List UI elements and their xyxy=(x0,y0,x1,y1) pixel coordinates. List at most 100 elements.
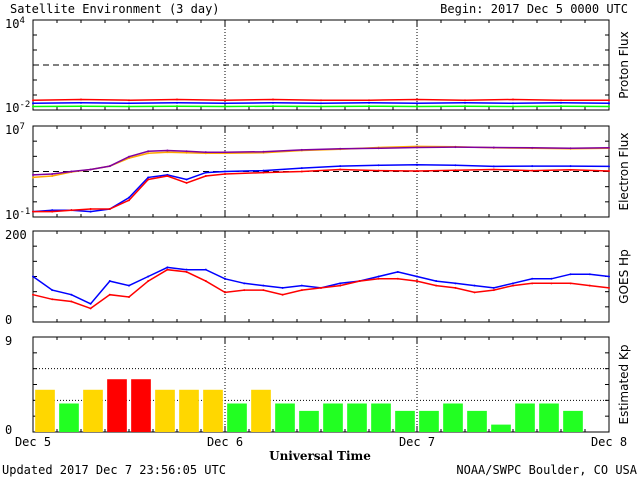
red-data-point xyxy=(416,170,418,173)
purple-data-point xyxy=(569,147,572,150)
red-data-point xyxy=(569,168,572,171)
blue-data-point xyxy=(416,275,418,278)
red-data-point xyxy=(560,99,562,102)
panel-frame xyxy=(32,230,610,323)
blue-data-point xyxy=(320,102,322,105)
green-data-point xyxy=(80,105,82,108)
blue-data-point xyxy=(176,101,178,104)
blue-data-point xyxy=(512,102,514,105)
kp-bar xyxy=(35,389,55,432)
kp-bar xyxy=(299,410,319,432)
blue-data-point xyxy=(377,164,380,167)
blue-data-point xyxy=(569,165,572,168)
green-data-point xyxy=(128,105,130,108)
red-data-point xyxy=(262,289,265,292)
red-data-point xyxy=(147,178,150,181)
purple-data-point xyxy=(339,147,342,150)
red-data-point xyxy=(108,208,111,211)
blue-data-point xyxy=(281,286,284,289)
purple-data-point xyxy=(70,170,73,173)
purple-data-point xyxy=(531,146,534,149)
blue-data-point xyxy=(512,282,514,285)
y-tick-top: 200 xyxy=(5,228,27,242)
blue-data-point xyxy=(262,169,265,172)
green-data-point xyxy=(416,105,418,108)
credit-text: NOAA/SWPC Boulder, CO USA xyxy=(456,463,637,477)
blue-data-point xyxy=(108,280,111,283)
blue-data-point xyxy=(89,210,92,213)
blue-data-point xyxy=(224,170,226,173)
blue-data-point xyxy=(51,289,54,292)
blue-data-point xyxy=(224,102,226,105)
blue-data-point xyxy=(473,284,476,287)
red-data-point xyxy=(166,268,169,271)
kp-bar xyxy=(539,403,559,432)
blue-data-point xyxy=(224,277,226,280)
y-tick-top: 107 xyxy=(5,122,25,137)
kp-bar xyxy=(107,379,127,432)
red-data-point xyxy=(608,286,610,289)
red-data-point xyxy=(51,210,54,213)
blue-data-point xyxy=(416,102,418,105)
blue-data-point xyxy=(80,101,82,104)
red-data-point xyxy=(89,208,92,211)
purple-data-point xyxy=(89,168,92,171)
begin-time: Begin: 2017 Dec 5 0000 UTC xyxy=(440,2,628,16)
kp-bar xyxy=(443,403,463,432)
blue-data-point xyxy=(608,275,610,278)
red-data-point xyxy=(224,99,226,102)
green-data-point xyxy=(176,105,178,108)
red-data-point xyxy=(512,98,514,101)
y-axis-label: Estimated Kp xyxy=(617,345,631,425)
blue-data-point xyxy=(128,102,130,105)
blue-data-point xyxy=(89,302,92,305)
red-data-point xyxy=(70,300,73,303)
red-data-point xyxy=(300,170,303,173)
kp-bar xyxy=(203,389,223,432)
purple-data-point xyxy=(377,147,380,150)
blue-data-point xyxy=(550,277,553,280)
blue-data-point xyxy=(560,101,562,104)
kp-bar xyxy=(371,403,391,432)
red-data-point xyxy=(569,282,572,285)
kp-bar xyxy=(515,403,535,432)
red-data-point xyxy=(454,286,457,289)
blue-data-point xyxy=(531,165,534,168)
blue-data-point xyxy=(377,275,380,278)
green-data-point xyxy=(464,105,466,108)
purple-data-point xyxy=(300,148,303,151)
blue-series-line xyxy=(32,266,610,305)
green-data-point xyxy=(608,105,610,108)
blue-data-point xyxy=(339,282,342,285)
red-data-point xyxy=(368,99,370,102)
blue-data-point xyxy=(396,270,399,273)
blue-data-point xyxy=(435,280,438,283)
y-tick-bottom: 0 xyxy=(5,423,12,437)
blue-data-point xyxy=(368,101,370,104)
kp-bar xyxy=(59,403,79,432)
kp-bar xyxy=(275,403,295,432)
purple-data-point xyxy=(224,151,226,154)
plot-title: Satellite Environment (3 day) xyxy=(10,2,220,16)
red-data-point xyxy=(128,99,130,102)
purple-data-point xyxy=(51,173,54,176)
blue-data-point xyxy=(454,282,457,285)
red-data-point xyxy=(608,170,610,173)
red-data-point xyxy=(358,280,361,283)
kp-bar xyxy=(131,379,151,432)
red-data-point xyxy=(51,298,54,301)
y-tick-bottom: 0 xyxy=(5,313,12,327)
red-data-point xyxy=(262,171,265,174)
red-data-point xyxy=(608,99,610,102)
blue-data-point xyxy=(32,102,34,105)
blue-data-point xyxy=(300,167,303,170)
red-data-point xyxy=(243,289,246,292)
red-data-point xyxy=(492,168,495,171)
proton-flux-panel: 104 10-2 Proton Flux xyxy=(5,16,631,115)
kp-bar xyxy=(395,410,415,432)
blue-data-point xyxy=(339,165,342,168)
blue-data-point xyxy=(608,102,610,105)
purple-data-point xyxy=(454,146,457,149)
orange-data-point xyxy=(147,152,150,155)
y-axis-label: Proton Flux xyxy=(617,31,631,98)
